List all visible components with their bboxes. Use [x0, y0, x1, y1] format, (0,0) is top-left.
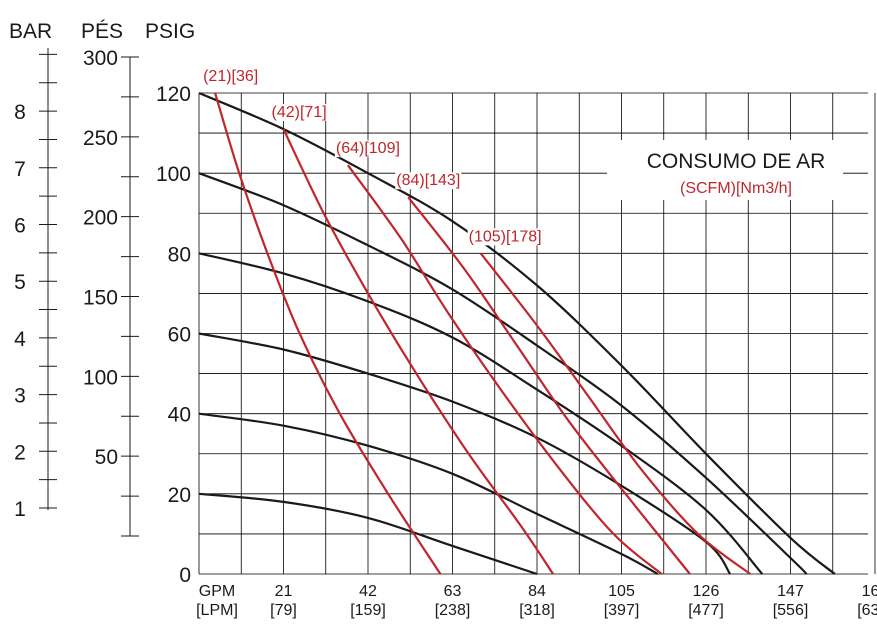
psig-tick-label: 120	[156, 83, 191, 106]
air-curve-label: (21)[36]	[203, 68, 258, 85]
air-curve-label: (42)[71]	[272, 104, 327, 121]
x-tick-gpm-label: 63	[444, 583, 462, 600]
x-tick-lpm-label: [397]	[604, 602, 640, 619]
air-consumption-curves: (21)[36] (42)[71] (64)[109] (84)[143] (105)[…	[202, 68, 751, 575]
bar-tick-label: 1	[14, 498, 26, 521]
psig-tick-label: 60	[168, 324, 191, 347]
axes: 0 20 40 60 80 100 120 50 100 150 200 250 300 1 2 3 4 5 6 7 8…	[14, 47, 877, 619]
bar-tick-label: 8	[14, 101, 26, 124]
x-tick-gpm-label: 168	[862, 583, 877, 600]
x-tick-lpm-label: [477]	[688, 602, 724, 619]
feet-tick-label: 200	[83, 207, 118, 230]
bar-tick-label: 7	[14, 158, 26, 181]
x-tick-gpm-label: 126	[693, 583, 720, 600]
pressure-curve	[198, 412, 659, 575]
x-tick-gpm-label: GPM	[199, 583, 235, 600]
legend: CONSUMO DE AR (SCFM)[Nm3/h]	[607, 140, 843, 200]
feet-tick-label: 300	[83, 47, 118, 70]
air-curve-label: (84)[143]	[396, 172, 460, 189]
air-curve-label-background	[202, 68, 260, 85]
pressure-curve	[198, 492, 538, 576]
x-tick-lpm-label: [635]	[857, 602, 877, 619]
unit-headers: BAR PÉS PSIG	[9, 20, 195, 43]
psig-tick-label: 0	[179, 564, 191, 587]
pressure-curves	[198, 91, 836, 576]
bar-tick-label: 5	[14, 271, 26, 294]
pressure-curve	[198, 172, 808, 575]
feet-header: PÉS	[81, 20, 123, 43]
air-curve-label-background	[395, 172, 462, 190]
bar-tick-label: 3	[14, 385, 26, 408]
bar-tick-label: 2	[14, 441, 26, 464]
x-tick-gpm-label: 147	[777, 583, 804, 600]
air-consumption-curve	[479, 252, 751, 575]
feet-tick-label: 50	[95, 446, 118, 469]
x-tick-lpm-label: [79]	[270, 602, 297, 619]
air-consumption-curve	[282, 128, 555, 575]
feet-tick-label: 250	[83, 127, 118, 150]
air-curve-label-background	[334, 140, 401, 158]
x-tick-lpm-label: [318]	[519, 602, 555, 619]
bar-tick-label: 4	[14, 328, 26, 351]
x-tick-lpm-label: [159]	[350, 602, 386, 619]
psig-tick-label: 100	[156, 163, 191, 186]
legend-box	[607, 140, 843, 200]
bar-header: BAR	[9, 20, 52, 43]
x-tick-lpm-label: [556]	[773, 602, 809, 619]
air-curve-label-background	[270, 104, 328, 122]
psig-header: PSIG	[145, 20, 195, 43]
x-tick-gpm-label: 21	[275, 583, 293, 600]
air-consumption-curve	[407, 196, 691, 575]
air-consumption-curve	[214, 92, 442, 575]
pressure-curve	[198, 91, 836, 575]
legend-title: CONSUMO DE AR	[647, 150, 826, 173]
x-tick-gpm-label: 84	[528, 583, 546, 600]
feet-tick-label: 100	[83, 366, 118, 389]
x-tick-gpm-label: 42	[359, 583, 377, 600]
pressure-curve	[198, 332, 732, 575]
grid	[198, 92, 876, 575]
x-tick-lpm-label: [LPM]	[196, 602, 238, 619]
air-curve-label: (105)[178]	[469, 228, 542, 245]
pressure-curve	[198, 252, 764, 575]
x-tick-lpm-label: [238]	[435, 602, 471, 619]
air-curve-label-background	[467, 228, 543, 246]
psig-tick-label: 40	[168, 404, 191, 427]
air-consumption-curve	[347, 164, 663, 575]
bar-tick-label: 6	[14, 215, 26, 238]
x-tick-gpm-label: 105	[608, 583, 635, 600]
psig-tick-label: 20	[168, 484, 191, 507]
air-curve-label: (64)[109]	[336, 140, 400, 157]
legend-subtitle: (SCFM)[Nm3/h]	[680, 180, 792, 197]
psig-tick-label: 80	[168, 243, 191, 266]
feet-tick-label: 150	[83, 287, 118, 310]
